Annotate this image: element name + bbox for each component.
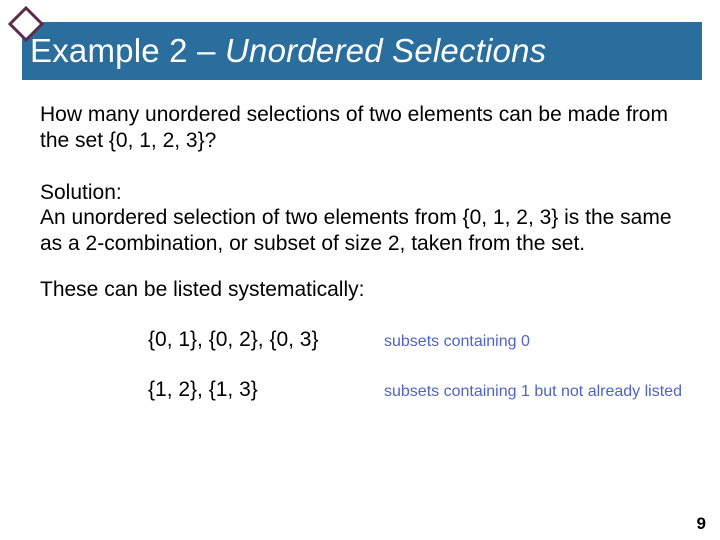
subset-row-1: {1, 2}, {1, 3} subsets containing 1 but … (148, 378, 690, 402)
solution-text: An unordered selection of two elements f… (40, 205, 690, 256)
slide-title: Example 2 – Unordered Selections (30, 32, 546, 70)
systematic-intro: These can be listed systematically: (40, 278, 690, 302)
subset-row-0: {0, 1}, {0, 2}, {0, 3} subsets containin… (148, 328, 690, 352)
subset-note: subsets containing 0 (384, 333, 530, 351)
content-area: How many unordered selections of two ele… (40, 102, 690, 428)
subset-note: subsets containing 1 but not already lis… (384, 383, 682, 401)
title-italic: Unordered Selections (225, 32, 546, 69)
question-text: How many unordered selections of two ele… (40, 102, 690, 153)
subset-list: {0, 1}, {0, 2}, {0, 3} (148, 328, 378, 352)
subset-list: {1, 2}, {1, 3} (148, 378, 378, 402)
solution-block: Solution: An unordered selection of two … (40, 181, 690, 256)
title-prefix: Example 2 – (30, 32, 225, 69)
diamond-bullet-icon (8, 6, 44, 42)
title-bar: Example 2 – Unordered Selections (22, 22, 702, 80)
page-number: 9 (697, 514, 706, 534)
solution-label: Solution: (40, 181, 690, 205)
